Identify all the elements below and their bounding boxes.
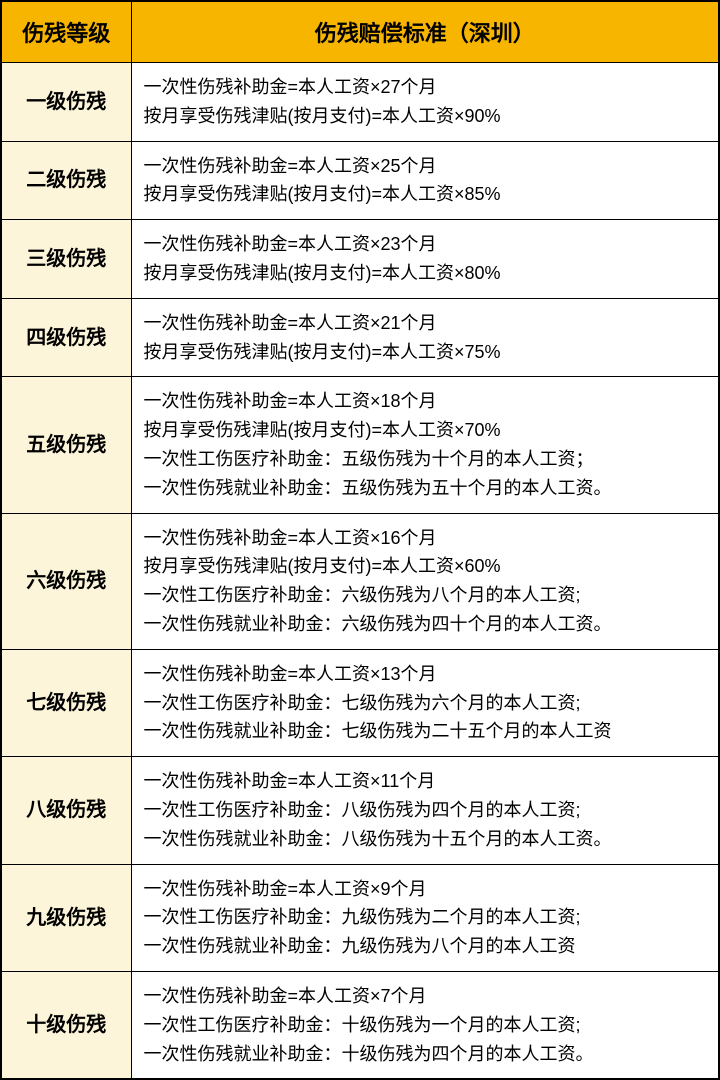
standard-line: 按月享受伤残津贴(按月支付)=本人工资×60% bbox=[144, 552, 707, 581]
level-cell: 二级伤残 bbox=[1, 141, 131, 220]
standard-cell: 一次性伤残补助金=本人工资×23个月按月享受伤残津贴(按月支付)=本人工资×80… bbox=[131, 220, 719, 299]
standard-cell: 一次性伤残补助金=本人工资×9个月一次性工伤医疗补助金：九级伤残为二个月的本人工… bbox=[131, 864, 719, 971]
standard-line: 按月享受伤残津贴(按月支付)=本人工资×90% bbox=[144, 102, 707, 131]
standard-cell: 一次性伤残补助金=本人工资×18个月按月享受伤残津贴(按月支付)=本人工资×70… bbox=[131, 377, 719, 513]
standard-line: 一次性伤残补助金=本人工资×11个月 bbox=[144, 767, 707, 796]
header-standard: 伤残赔偿标准（深圳） bbox=[131, 1, 719, 63]
level-cell: 五级伤残 bbox=[1, 377, 131, 513]
standard-line: 一次性伤残就业补助金：六级伤残为四十个月的本人工资。 bbox=[144, 610, 707, 639]
standard-cell: 一次性伤残补助金=本人工资×25个月按月享受伤残津贴(按月支付)=本人工资×85… bbox=[131, 141, 719, 220]
standard-line: 一次性伤残补助金=本人工资×13个月 bbox=[144, 660, 707, 689]
standard-cell: 一次性伤残补助金=本人工资×13个月一次性工伤医疗补助金：七级伤残为六个月的本人… bbox=[131, 649, 719, 756]
standard-line: 一次性工伤医疗补助金：五级伤残为十个月的本人工资； bbox=[144, 445, 707, 474]
standard-cell: 一次性伤残补助金=本人工资×27个月按月享受伤残津贴(按月支付)=本人工资×90… bbox=[131, 63, 719, 142]
standard-line: 一次性伤残补助金=本人工资×23个月 bbox=[144, 230, 707, 259]
standard-cell: 一次性伤残补助金=本人工资×11个月一次性工伤医疗补助金：八级伤残为四个月的本人… bbox=[131, 757, 719, 864]
standard-line: 一次性工伤医疗补助金：十级伤残为一个月的本人工资; bbox=[144, 1011, 707, 1040]
standard-line: 一次性伤残补助金=本人工资×7个月 bbox=[144, 982, 707, 1011]
standard-line: 按月享受伤残津贴(按月支付)=本人工资×75% bbox=[144, 338, 707, 367]
standard-line: 一次性伤残补助金=本人工资×9个月 bbox=[144, 875, 707, 904]
level-cell: 十级伤残 bbox=[1, 971, 131, 1079]
level-cell: 一级伤残 bbox=[1, 63, 131, 142]
standard-line: 一次性伤残就业补助金：七级伤残为二十五个月的本人工资 bbox=[144, 717, 707, 746]
standard-cell: 一次性伤残补助金=本人工资×16个月按月享受伤残津贴(按月支付)=本人工资×60… bbox=[131, 513, 719, 649]
standard-line: 按月享受伤残津贴(按月支付)=本人工资×80% bbox=[144, 259, 707, 288]
standard-line: 一次性伤残就业补助金：八级伤残为十五个月的本人工资。 bbox=[144, 825, 707, 854]
level-cell: 八级伤残 bbox=[1, 757, 131, 864]
standard-line: 一次性伤残补助金=本人工资×18个月 bbox=[144, 387, 707, 416]
level-cell: 九级伤残 bbox=[1, 864, 131, 971]
standard-line: 一次性工伤医疗补助金：九级伤残为二个月的本人工资; bbox=[144, 903, 707, 932]
standard-line: 一次性伤残补助金=本人工资×16个月 bbox=[144, 524, 707, 553]
table-row: 一级伤残一次性伤残补助金=本人工资×27个月按月享受伤残津贴(按月支付)=本人工… bbox=[1, 63, 719, 142]
standard-line: 按月享受伤残津贴(按月支付)=本人工资×85% bbox=[144, 180, 707, 209]
standard-cell: 一次性伤残补助金=本人工资×7个月一次性工伤医疗补助金：十级伤残为一个月的本人工… bbox=[131, 971, 719, 1079]
level-cell: 七级伤残 bbox=[1, 649, 131, 756]
level-cell: 六级伤残 bbox=[1, 513, 131, 649]
table-row: 四级伤残一次性伤残补助金=本人工资×21个月按月享受伤残津贴(按月支付)=本人工… bbox=[1, 298, 719, 377]
table-header-row: 伤残等级 伤残赔偿标准（深圳） bbox=[1, 1, 719, 63]
standard-line: 一次性伤残就业补助金：十级伤残为四个月的本人工资。 bbox=[144, 1040, 707, 1069]
standard-line: 按月享受伤残津贴(按月支付)=本人工资×70% bbox=[144, 416, 707, 445]
level-cell: 三级伤残 bbox=[1, 220, 131, 299]
compensation-table: 伤残等级 伤残赔偿标准（深圳） 一级伤残一次性伤残补助金=本人工资×27个月按月… bbox=[0, 0, 720, 1080]
table-row: 七级伤残一次性伤残补助金=本人工资×13个月一次性工伤医疗补助金：七级伤残为六个… bbox=[1, 649, 719, 756]
table-row: 六级伤残一次性伤残补助金=本人工资×16个月按月享受伤残津贴(按月支付)=本人工… bbox=[1, 513, 719, 649]
header-level: 伤残等级 bbox=[1, 1, 131, 63]
table-row: 二级伤残一次性伤残补助金=本人工资×25个月按月享受伤残津贴(按月支付)=本人工… bbox=[1, 141, 719, 220]
standard-line: 一次性伤残补助金=本人工资×27个月 bbox=[144, 73, 707, 102]
table-row: 三级伤残一次性伤残补助金=本人工资×23个月按月享受伤残津贴(按月支付)=本人工… bbox=[1, 220, 719, 299]
table-body: 一级伤残一次性伤残补助金=本人工资×27个月按月享受伤残津贴(按月支付)=本人工… bbox=[1, 63, 719, 1080]
standard-line: 一次性工伤医疗补助金：七级伤残为六个月的本人工资; bbox=[144, 689, 707, 718]
table-row: 九级伤残一次性伤残补助金=本人工资×9个月一次性工伤医疗补助金：九级伤残为二个月… bbox=[1, 864, 719, 971]
standard-line: 一次性工伤医疗补助金：六级伤残为八个月的本人工资; bbox=[144, 581, 707, 610]
standard-line: 一次性伤残就业补助金：五级伤残为五十个月的本人工资。 bbox=[144, 474, 707, 503]
table-row: 十级伤残一次性伤残补助金=本人工资×7个月一次性工伤医疗补助金：十级伤残为一个月… bbox=[1, 971, 719, 1079]
level-cell: 四级伤残 bbox=[1, 298, 131, 377]
standard-cell: 一次性伤残补助金=本人工资×21个月按月享受伤残津贴(按月支付)=本人工资×75… bbox=[131, 298, 719, 377]
standard-line: 一次性伤残就业补助金：九级伤残为八个月的本人工资 bbox=[144, 932, 707, 961]
standard-line: 一次性伤残补助金=本人工资×25个月 bbox=[144, 152, 707, 181]
standard-line: 一次性伤残补助金=本人工资×21个月 bbox=[144, 309, 707, 338]
table-row: 五级伤残一次性伤残补助金=本人工资×18个月按月享受伤残津贴(按月支付)=本人工… bbox=[1, 377, 719, 513]
standard-line: 一次性工伤医疗补助金：八级伤残为四个月的本人工资; bbox=[144, 796, 707, 825]
table-row: 八级伤残一次性伤残补助金=本人工资×11个月一次性工伤医疗补助金：八级伤残为四个… bbox=[1, 757, 719, 864]
